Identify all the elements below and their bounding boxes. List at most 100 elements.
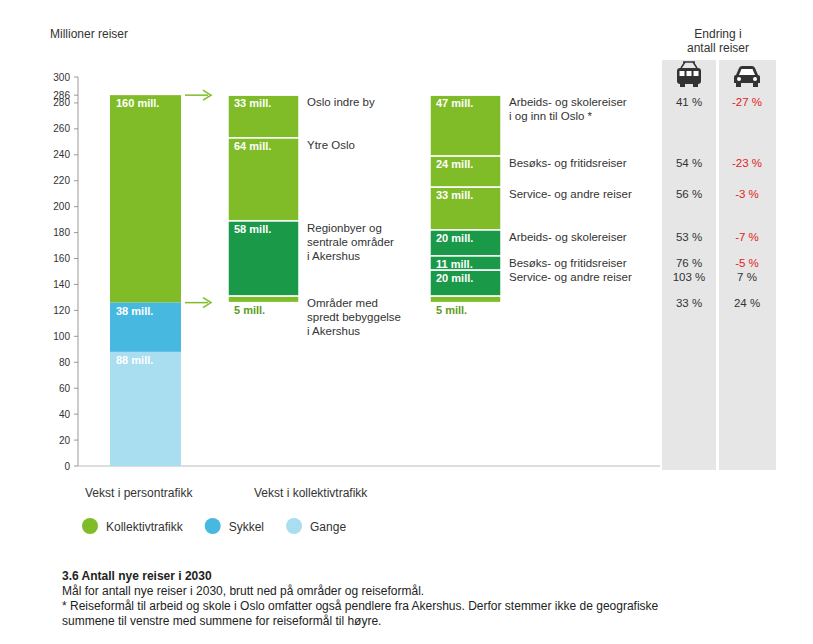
y-tick — [74, 102, 78, 103]
y-tick-label: 60 — [59, 383, 71, 394]
data-label: 11 mill. — [436, 258, 473, 270]
text-line: Endring i — [694, 27, 741, 41]
text-line: Vekst i persontrafikk — [85, 486, 193, 500]
text-line: 220 — [53, 175, 70, 186]
arrow — [185, 302, 208, 304]
text-line: Vekst i kollektivtrafikk — [254, 486, 368, 500]
text-line: Mål for antall nye reiser i 2030, brutt … — [62, 584, 424, 598]
legend-label: Sykkel — [229, 520, 264, 534]
data-label: 47 mill. — [436, 97, 473, 109]
change-value: 54 % — [676, 157, 702, 169]
change-value: 7 % — [737, 271, 757, 283]
y-tick-label: 300 — [53, 72, 70, 83]
y-tick — [74, 206, 78, 207]
arrow-head — [203, 298, 211, 308]
bar-segment — [110, 95, 181, 302]
segment-name: Service- og andre reiser — [509, 188, 632, 200]
y-tick — [74, 388, 78, 389]
change-value: -23 % — [732, 157, 762, 169]
data-label: 24 mill. — [436, 158, 473, 170]
text-line: 103 % — [673, 271, 706, 283]
bar-segment — [228, 296, 299, 302]
arrow — [185, 94, 208, 96]
data-label: 33 mill. — [436, 189, 473, 201]
bar-segment — [110, 352, 181, 466]
category-label: Vekst i persontrafikk — [85, 486, 193, 500]
text-line: Oslo indre by — [307, 96, 375, 108]
bar-segment — [228, 138, 299, 221]
text-line: 88 mill. — [116, 354, 153, 366]
text-line: 20 mill. — [436, 272, 473, 284]
data-label: 5 mill. — [234, 304, 265, 316]
y-tick — [74, 180, 78, 181]
text-line: 20 mill. — [436, 232, 473, 244]
text-line: 5 mill. — [436, 304, 467, 316]
segment-name: Service- og andre reiser — [509, 271, 632, 283]
y-tick-label: 286 — [53, 90, 70, 101]
y-tick — [74, 284, 78, 285]
text-line: 160 mill. — [116, 97, 159, 109]
legend-label: Kollektivtrafikk — [106, 520, 184, 534]
text-line: * Reiseformål til arbeid og skole i Oslo… — [62, 599, 659, 613]
change-value: 41 % — [676, 96, 702, 108]
bar-segment — [430, 230, 501, 256]
car-body — [734, 66, 760, 83]
chart: Endring iantall reiserMillioner reiser02… — [0, 0, 813, 644]
text-line: 11 mill. — [436, 258, 473, 270]
text-line: 80 — [59, 357, 71, 368]
y-tick — [74, 466, 78, 467]
text-line: sentrale områder — [307, 236, 394, 248]
car-icon — [734, 66, 760, 87]
y-tick-label: 40 — [59, 409, 71, 420]
bar-segment — [228, 221, 299, 296]
text-line: 64 mill. — [234, 140, 271, 152]
y-tick-label: 80 — [59, 357, 71, 368]
text-line: 24 % — [734, 297, 760, 309]
change-value: 103 % — [673, 271, 706, 283]
y-tick-label: 160 — [53, 253, 70, 264]
category-label: Vekst i kollektivtrafikk — [254, 486, 368, 500]
data-label: 38 mill. — [116, 305, 153, 317]
text-line: 20 — [59, 435, 71, 446]
text-line: 286 — [53, 90, 70, 101]
text-line: 60 — [59, 383, 71, 394]
text-line: Millioner reiser — [50, 27, 128, 41]
text-line: Arbeids- og skolereiser — [509, 96, 627, 108]
text-line: 260 — [53, 123, 70, 134]
text-line: i og inn til Oslo * — [509, 110, 593, 122]
data-label: 160 mill. — [116, 97, 159, 109]
text-line: 33 mill. — [436, 189, 473, 201]
text-line: -27 % — [732, 96, 762, 108]
y-tick-label: 0 — [64, 461, 70, 472]
text-line: summene til venstre med summene for reis… — [62, 614, 381, 628]
bar-segment — [430, 296, 501, 302]
text-line: 160 — [53, 253, 70, 264]
bars — [110, 95, 501, 466]
segment-name: Besøks- og fritidsreiser — [509, 157, 627, 169]
data-label: 64 mill. — [234, 140, 271, 152]
text-line: 180 — [53, 227, 70, 238]
text-line: 58 mill. — [234, 223, 271, 235]
text-line: 53 % — [676, 231, 702, 243]
bar-segment — [430, 270, 501, 296]
y-tick-label: 20 — [59, 435, 71, 446]
text-line: -5 % — [735, 257, 759, 269]
y-tick — [74, 95, 78, 96]
text-line: Ytre Oslo — [307, 139, 355, 151]
y-tick — [74, 154, 78, 155]
data-label: 5 mill. — [436, 304, 467, 316]
change-value: 76 % — [676, 257, 702, 269]
text-line: 7 % — [737, 271, 757, 283]
text-line: 24 mill. — [436, 158, 473, 170]
text-line: -7 % — [735, 231, 759, 243]
segment-name: Arbeids- og skolereiser i og inn til Oslo… — [509, 96, 627, 122]
tram-wheel — [680, 84, 685, 87]
text-line: -23 % — [732, 157, 762, 169]
arrow-head — [203, 90, 211, 100]
y-tick — [74, 362, 78, 363]
data-label: 88 mill. — [116, 354, 153, 366]
text-line: Besøks- og fritidsreiser — [509, 257, 627, 269]
segment-name: Ytre Oslo — [307, 139, 355, 151]
tram-window — [694, 71, 699, 76]
text-line: Besøks- og fritidsreiser — [509, 157, 627, 169]
